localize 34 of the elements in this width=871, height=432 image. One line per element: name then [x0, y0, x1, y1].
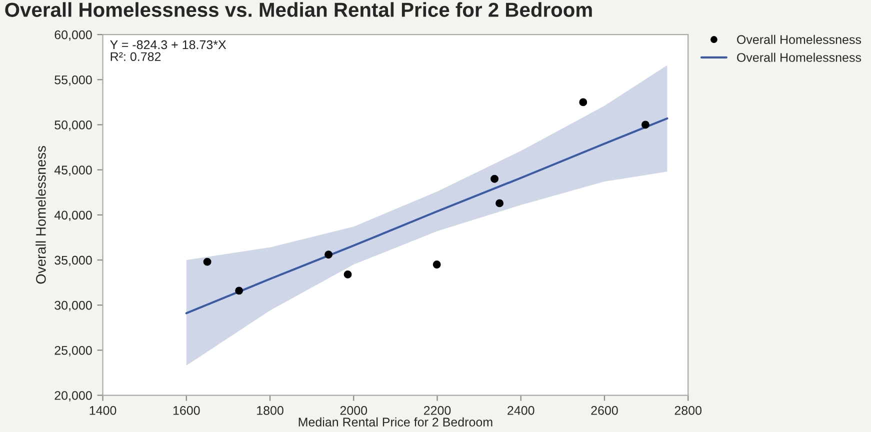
point: [641, 120, 650, 129]
y-tick-label: 40,000: [54, 210, 92, 222]
point: [579, 98, 588, 106]
point: [344, 270, 352, 278]
y-tick-label: 50,000: [54, 120, 92, 131]
x-tick-label: 2200: [424, 406, 451, 415]
line-series: [185, 117, 668, 314]
annotation: R²: 0.782: [110, 52, 161, 62]
point: [324, 250, 333, 259]
y-tick-label: 20,000: [54, 391, 92, 402]
y-axis-title: Overall Homelessness: [36, 146, 46, 284]
y-tick-label: 25,000: [54, 346, 92, 356]
y-tick-label: 60,000: [54, 30, 92, 41]
x-tick-label: 1400: [90, 406, 116, 415]
x-tick-label: 2000: [340, 406, 368, 415]
x-tick-label: 1600: [173, 406, 200, 415]
x-tick-label: 2600: [591, 406, 618, 415]
point: [235, 286, 244, 295]
point: [490, 174, 498, 183]
point: [496, 199, 504, 208]
y-tick-label: 30,000: [54, 300, 92, 312]
y-tick-label: 55,000: [54, 75, 92, 86]
annotation: Y = -824.3 + 18.73*X: [110, 40, 226, 50]
point: [203, 258, 212, 266]
point: [432, 260, 441, 268]
legend-label: Overall Homelessness: [737, 34, 862, 44]
chart-title: Overall Homelessness vs. Median Rental Price for 2 Bedroom: [5, 2, 592, 17]
x-axis-title: Median Rental Price for 2 Bedroom: [298, 417, 492, 427]
y-tick-label: 45,000: [54, 166, 92, 176]
x-tick-label: 2800: [674, 406, 702, 415]
x-tick-label: 2400: [508, 406, 534, 415]
legend-label: Overall Homelessness: [737, 52, 862, 62]
y-tick-label: 35,000: [54, 256, 92, 266]
x-tick-label: 1800: [257, 406, 284, 415]
